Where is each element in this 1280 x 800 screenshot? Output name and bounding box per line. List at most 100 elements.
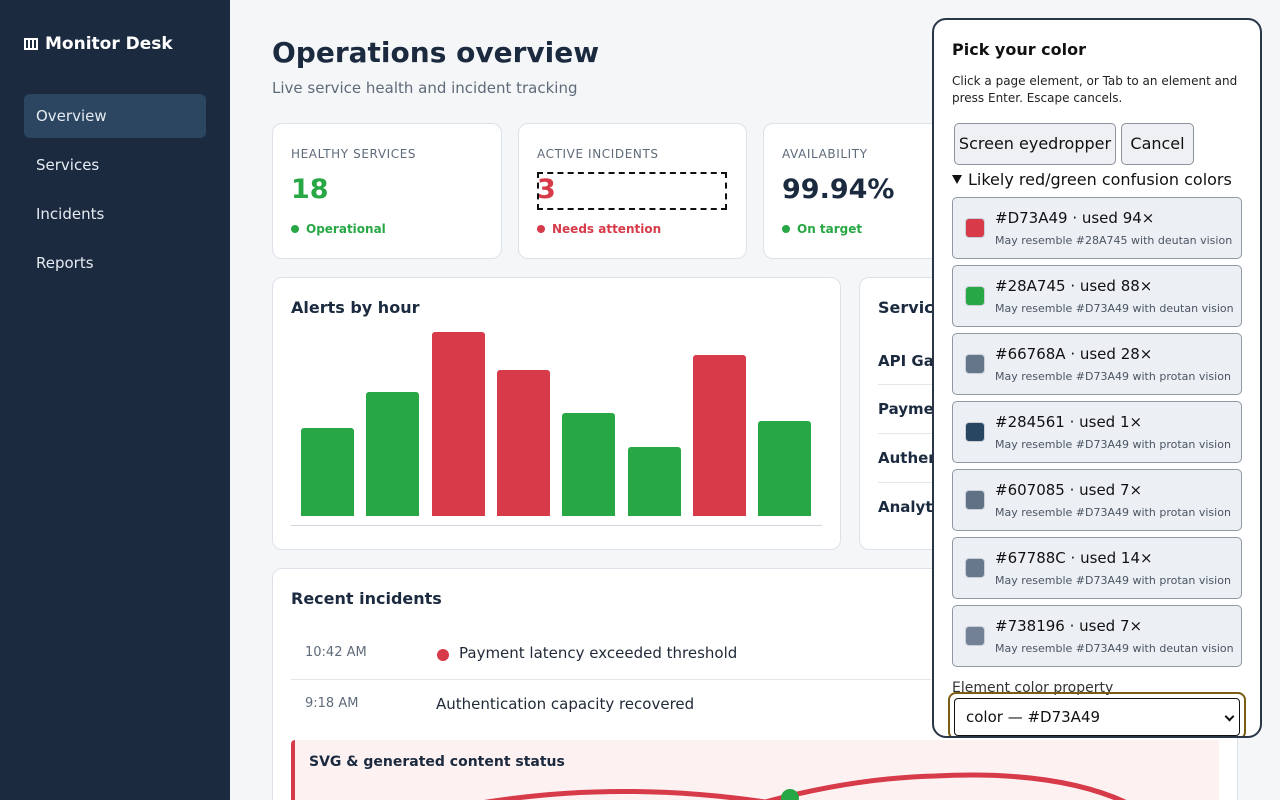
color-picker-panel: Pick your color Click a page element, or…	[932, 18, 1262, 738]
confusion-colors-summary[interactable]: Likely red/green confusion colors	[952, 170, 1232, 189]
color-option-note: May resemble #D73A49 with protan vision	[995, 438, 1231, 451]
color-option-note: May resemble #D73A49 with protan vision	[995, 370, 1231, 383]
sidebar-item-overview[interactable]: Overview	[24, 94, 206, 138]
divider	[878, 482, 958, 483]
page-title: Operations overview	[272, 36, 600, 69]
color-option-label: #67788C · used 14×	[995, 549, 1153, 567]
stat-card-healthy-services: HEALTHY SERVICES 18 Operational	[272, 123, 502, 259]
select-value: color — #D73A49	[966, 708, 1101, 726]
incident-time: 9:18 AM	[305, 696, 359, 711]
picker-help: Click a page element, or Tab to an eleme…	[952, 74, 1238, 105]
color-option-label: #D73A49 · used 94×	[995, 209, 1155, 227]
status-curve-graphic	[484, 772, 1127, 800]
brand: Monitor Desk	[24, 34, 173, 54]
services-title: Service	[878, 298, 945, 317]
sidebar-item-services[interactable]: Services	[36, 156, 100, 174]
color-option[interactable]: #67788C · used 14× May resemble #D73A49 …	[952, 537, 1242, 599]
chart-title: Alerts by hour	[291, 298, 420, 317]
color-option-note: May resemble #D73A49 with protan vision	[995, 574, 1231, 587]
color-option-note: May resemble #28A745 with deutan vision	[995, 234, 1233, 247]
color-option[interactable]: #66768A · used 28× May resemble #D73A49 …	[952, 333, 1242, 395]
stat-value: 18	[291, 174, 329, 205]
sidebar: Monitor Desk Overview Services Incidents…	[0, 0, 230, 800]
color-option-label: #738196 · used 7×	[995, 617, 1143, 635]
summary-label: Likely red/green confusion colors	[968, 170, 1232, 189]
chart-bar	[692, 355, 746, 516]
property-select-focus-ring: color — #D73A49	[948, 692, 1246, 736]
color-option-note: May resemble #D73A49 with deutan vision	[995, 302, 1234, 315]
color-option[interactable]: #738196 · used 7× May resemble #D73A49 w…	[952, 605, 1242, 667]
alerts-chart-card: Alerts by hour	[272, 277, 841, 550]
chart-bar	[431, 331, 485, 516]
svg-status-title: SVG & generated content status	[309, 754, 565, 770]
color-option-label: #607085 · used 7×	[995, 481, 1143, 499]
chevron-down-icon	[1224, 711, 1235, 722]
color-swatch	[965, 218, 985, 238]
color-swatch	[965, 626, 985, 646]
status-text: Needs attention	[552, 222, 662, 236]
picker-title: Pick your color	[952, 40, 1087, 59]
status-dot-icon	[782, 225, 790, 233]
service-item[interactable]: Authent	[878, 449, 947, 467]
color-swatch	[965, 558, 985, 578]
color-property-select[interactable]: color — #D73A49	[954, 698, 1240, 736]
incident-text[interactable]: Payment latency exceeded threshold	[459, 644, 738, 662]
stat-label: HEALTHY SERVICES	[291, 147, 417, 161]
chart-bar	[496, 370, 550, 516]
stat-label: AVAILABILITY	[782, 147, 868, 161]
incident-time: 10:42 AM	[305, 645, 367, 660]
divider	[291, 679, 931, 680]
color-swatch	[965, 490, 985, 510]
color-option[interactable]: #284561 · used 1× May resemble #D73A49 w…	[952, 401, 1242, 463]
disclosure-triangle-icon	[952, 175, 962, 184]
brand-name: Monitor Desk	[45, 34, 173, 54]
status-dot-icon	[537, 225, 545, 233]
stat-card-active-incidents: ACTIVE INCIDENTS 3 Needs attention	[518, 123, 747, 259]
service-item[interactable]: Analytic	[878, 498, 947, 516]
color-option[interactable]: #607085 · used 7× May resemble #D73A49 w…	[952, 469, 1242, 531]
incident-status-dot-icon	[437, 649, 449, 661]
color-option-label: #66768A · used 28×	[995, 345, 1153, 363]
status-curve-line	[484, 772, 1127, 800]
service-item[interactable]: API Gat	[878, 352, 942, 370]
sidebar-item-reports[interactable]: Reports	[36, 254, 94, 272]
status-point-icon	[781, 789, 799, 800]
color-option[interactable]: #D73A49 · used 94× May resemble #28A745 …	[952, 197, 1242, 259]
color-option[interactable]: #28A745 · used 88× May resemble #D73A49 …	[952, 265, 1242, 327]
status-text: Operational	[306, 222, 386, 236]
divider	[878, 384, 958, 385]
status-badge: Operational	[291, 222, 386, 236]
chart-bar	[627, 447, 681, 516]
status-badge: On target	[782, 222, 862, 236]
incidents-title: Recent incidents	[291, 589, 442, 608]
sidebar-panel-icon	[24, 38, 38, 50]
status-badge: Needs attention	[537, 222, 661, 236]
color-swatch	[965, 422, 985, 442]
cancel-button[interactable]: Cancel	[1121, 123, 1194, 165]
color-option-note: May resemble #D73A49 with protan vision	[995, 506, 1231, 519]
color-option-label: #28A745 · used 88×	[995, 277, 1153, 295]
stat-value: 3	[537, 174, 556, 205]
chart-bar	[758, 421, 812, 516]
color-option-label: #284561 · used 1×	[995, 413, 1143, 431]
svg-status-panel: SVG & generated content status	[291, 740, 1219, 800]
service-item[interactable]: Paymen	[878, 400, 945, 418]
eyedropper-focus-outline[interactable]	[537, 172, 727, 210]
status-dot-icon	[291, 225, 299, 233]
color-option-note: May resemble #D73A49 with deutan vision	[995, 642, 1234, 655]
status-text: On target	[797, 222, 863, 236]
sidebar-item-incidents[interactable]: Incidents	[36, 205, 105, 223]
chart-bar	[562, 412, 616, 516]
color-swatch	[965, 286, 985, 306]
color-swatch	[965, 354, 985, 374]
screen-eyedropper-button[interactable]: Screen eyedropper	[954, 123, 1116, 165]
chart-bar	[366, 392, 420, 516]
divider	[878, 433, 958, 434]
page-subtitle: Live service health and incident trackin…	[272, 79, 578, 97]
chart-baseline	[291, 525, 822, 526]
chart-bar	[301, 428, 354, 516]
incident-text[interactable]: Authentication capacity recovered	[436, 695, 695, 713]
sidebar-nav: Overview Services Incidents Reports	[24, 94, 206, 290]
stat-label: ACTIVE INCIDENTS	[537, 147, 659, 161]
stat-value: 99.94%	[782, 174, 895, 205]
